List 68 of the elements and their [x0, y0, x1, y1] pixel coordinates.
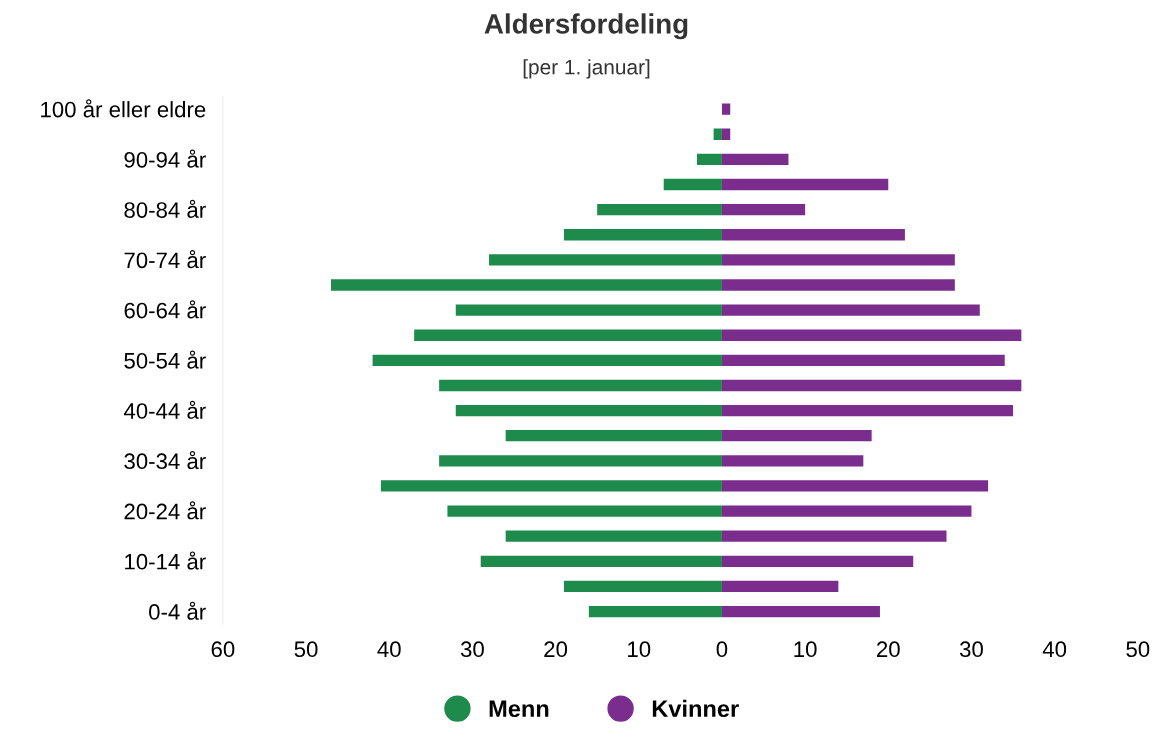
- y-tick-label: 30-34 år: [124, 450, 206, 470]
- bar: [439, 455, 722, 467]
- bar: [721, 505, 972, 517]
- x-tick-label: 20: [877, 641, 900, 658]
- bar: [455, 304, 722, 316]
- y-tick-label: 20-24 år: [124, 501, 206, 520]
- bar: [721, 455, 864, 467]
- bar: [721, 555, 914, 567]
- bar: [439, 379, 722, 392]
- y-tick-label: 100 år eller eldre: [41, 99, 206, 118]
- y-tick-label: 50-54 år: [124, 350, 206, 369]
- x-tick-label: 0: [716, 641, 728, 658]
- bar: [696, 153, 722, 166]
- bar: [721, 480, 989, 492]
- legend-label: Kvinner: [652, 699, 739, 718]
- y-tick-label: 90-94 år: [124, 149, 206, 168]
- chart-subtitle: [per 1. januar]: [523, 59, 650, 79]
- bar: [721, 605, 880, 618]
- bar: [721, 103, 731, 115]
- x-tick-label: 60: [211, 641, 235, 658]
- y-tick-label: 80-84 år: [124, 199, 206, 218]
- y-tick-label: 10-14 år: [125, 551, 206, 570]
- x-tick-label: 10: [794, 641, 817, 658]
- bar: [489, 254, 722, 266]
- bar: [721, 153, 789, 166]
- bar: [721, 329, 1022, 341]
- bar: [455, 404, 722, 417]
- x-tick-label: 40: [1042, 641, 1067, 658]
- y-tick-label: 70-74 år: [124, 250, 206, 269]
- y-tick-label: 60-64 år: [124, 300, 206, 319]
- bar: [372, 354, 722, 367]
- bar: [721, 178, 889, 191]
- bar: [447, 505, 722, 517]
- bar: [721, 254, 955, 266]
- bar: [505, 430, 722, 442]
- bar: [663, 178, 722, 191]
- legend-label: Menn: [489, 700, 549, 718]
- x-tick-label: 40: [377, 641, 401, 658]
- bar: [713, 128, 722, 140]
- bar: [331, 279, 722, 291]
- bar: [505, 530, 722, 542]
- bar: [721, 404, 1014, 417]
- x-tick-label: 20: [544, 641, 568, 658]
- bar: [721, 203, 806, 216]
- bar: [563, 580, 722, 593]
- bar: [721, 530, 947, 542]
- bar: [380, 480, 722, 492]
- bar: [721, 229, 905, 241]
- x-tick-label: 30: [959, 641, 983, 658]
- x-tick-label: 50: [294, 641, 318, 658]
- bar: [721, 354, 1005, 367]
- bar: [480, 555, 722, 567]
- bar: [721, 379, 1022, 392]
- y-tick-label: 40-44 år: [123, 400, 206, 419]
- x-tick-label: 10: [628, 641, 651, 658]
- bar: [721, 279, 955, 291]
- bar: [721, 430, 872, 442]
- y-tick-label: 0-4 år: [149, 601, 206, 620]
- bar: [721, 304, 980, 316]
- chart-title: Aldersfordeling: [484, 13, 688, 40]
- bar: [563, 229, 722, 241]
- bar: [588, 605, 722, 618]
- bar: [414, 329, 722, 341]
- bar: [597, 203, 722, 216]
- bar: [721, 580, 839, 593]
- x-tick-label: 50: [1126, 641, 1150, 658]
- bar: [721, 128, 731, 140]
- x-tick-label: 30: [460, 641, 484, 658]
